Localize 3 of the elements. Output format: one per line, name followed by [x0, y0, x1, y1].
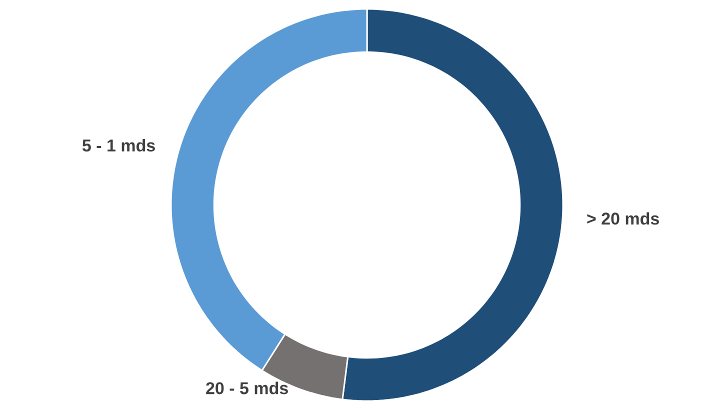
slice-label: 20 - 5 mds — [206, 382, 288, 394]
slice-label: 5 - 1 mds — [82, 139, 155, 152]
slice-label: > 20 mds — [587, 212, 659, 225]
